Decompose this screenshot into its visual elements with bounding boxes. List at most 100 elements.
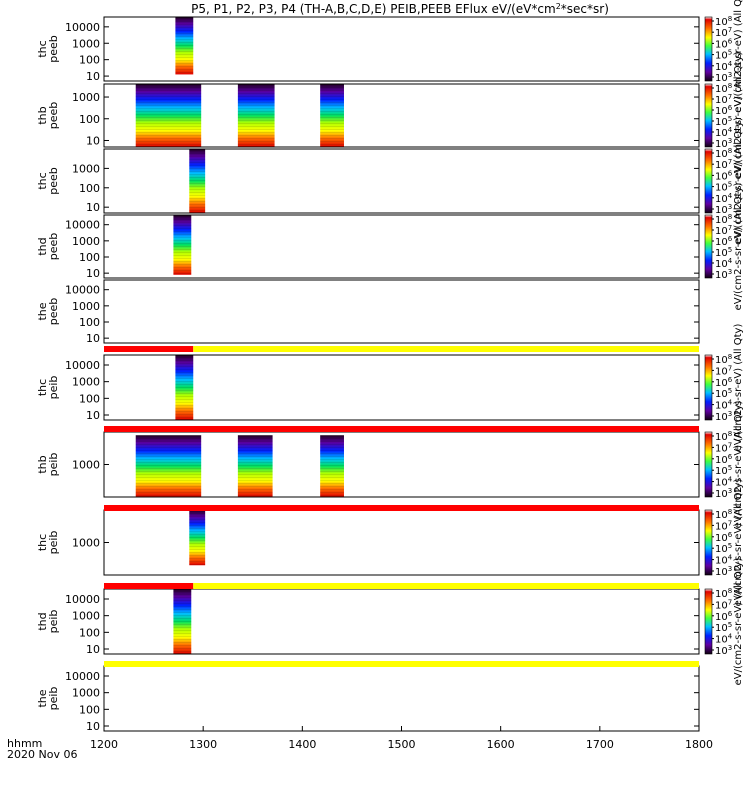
y-axis-label: peeb [47,233,60,261]
y-axis-label: peib [47,376,60,400]
y-tick-label: 1000 [72,162,100,175]
y-axis-label: thd [36,237,49,255]
panel-frame [103,214,700,279]
colorbar-tick-label: 103 [715,203,732,216]
colorbar-tick-label: 108 [715,508,732,521]
colorbar-tick-label: 105 [715,181,732,194]
colorbar-tick-label: 107 [715,93,732,106]
colorbar-tick-label: 104 [715,60,733,73]
colorbar-tick-label: 108 [715,213,732,226]
colorbar-tick-label: 103 [715,137,732,150]
colorbar-label: eV/(cm2-s-sr-eV) (All Qty) [733,324,744,452]
colorbar-tick-label: 103 [715,71,732,84]
y-axis-label: thc [36,534,49,551]
colorbar-tick-label: 105 [715,464,732,477]
colorbar-tick-label: 104 [715,257,733,270]
y-tick-label: 10000 [65,284,100,297]
colorbar-label: eV/(cm2-s-sr-eV) (All Qty) [733,401,744,529]
y-axis-label: thb [36,106,49,124]
y-tick-label: 10 [86,267,100,280]
status-segment-red [104,583,194,589]
status-segment-red [104,426,699,432]
colorbar-tick-label: 106 [715,610,733,623]
y-tick-label: 1000 [72,235,100,248]
colorbar-tick-label: 105 [715,49,732,62]
x-units-label: hhmm [7,737,43,750]
status-bar [104,661,699,667]
y-axis-label: thb [36,455,49,473]
colorbar-tick-label: 105 [715,542,732,555]
spectrogram-block-texture [175,355,194,420]
y-tick-label: 10000 [65,21,100,34]
y-axis-label: thd [36,612,49,630]
y-tick-label: 100 [79,182,100,195]
colorbar-tick-label: 103 [715,565,732,578]
colorbar [704,16,713,82]
colorbar-tick-label: 104 [715,192,733,205]
colorbar-label: eV/(cm2-s-sr-eV) (All Qty) [733,558,744,686]
y-tick-label: 1000 [72,610,100,623]
spectrogram-block-texture [135,435,202,497]
panel-frame [103,148,700,214]
colorbar-tick-label: 106 [715,376,733,389]
colorbar-tick-label: 103 [715,644,732,657]
y-tick-label: 1000 [72,300,100,313]
spectrogram-block-texture [237,435,273,497]
colorbar [704,588,713,655]
x-tick-label: 1400 [288,738,316,751]
x-tick-label: 1800 [685,738,713,751]
y-tick-label: 1000 [72,37,100,50]
panel-frame [103,588,700,655]
colorbar-tick-label: 108 [715,82,732,95]
y-axis-label: peib [47,687,60,711]
status-segment-red [104,505,699,511]
y-axis-label: peeb [47,102,60,130]
colorbar-tick-label: 106 [715,37,733,50]
colorbar-tick-label: 106 [715,235,733,248]
y-axis-label: peib [47,610,60,634]
colorbar-label: eV/(cm2-s-sr-eV) (All Qty) [733,479,744,607]
panel-frame [103,665,700,732]
x-tick-label: 1300 [189,738,217,751]
y-tick-label: 1000 [72,537,100,550]
colorbar-tick-label: 103 [715,268,732,281]
status-bar [104,426,699,432]
y-tick-label: 10000 [65,359,100,372]
colorbar-tick-label: 108 [715,353,732,366]
colorbar-tick-label: 107 [715,158,732,171]
colorbar [704,148,713,214]
y-axis-label: thc [36,379,49,396]
y-axis-label: peeb [47,35,60,63]
y-tick-label: 10000 [65,219,100,232]
y-tick-label: 10 [86,70,100,83]
status-bar [104,346,699,352]
status-segment-yellow [104,661,699,667]
y-axis-label: peeb [47,298,60,326]
y-tick-label: 100 [79,113,100,126]
spectrogram-block-texture [320,84,344,147]
colorbar-tick-label: 104 [715,633,733,646]
status-bar [104,505,699,511]
colorbar [704,354,713,421]
panel-frame [103,16,700,82]
y-tick-label: 10 [86,134,100,147]
colorbar [704,214,713,279]
y-tick-label: 10000 [65,593,100,606]
y-tick-label: 1000 [72,376,100,389]
colorbar-tick-label: 107 [715,519,732,532]
colorbar-tick-label: 105 [715,387,732,400]
colorbar-tick-label: 107 [715,598,732,611]
spectrogram-block-texture [173,589,192,654]
colorbar-label: eV/(cm2-s-sr-eV) (All Qty) [733,52,744,180]
y-tick-label: 10 [86,201,100,214]
y-tick-label: 100 [79,703,100,716]
spectrogram-block-texture [320,435,344,497]
y-tick-label: 10 [86,409,100,422]
colorbar-tick-label: 106 [715,169,733,182]
y-tick-label: 100 [79,626,100,639]
colorbar [704,431,713,498]
